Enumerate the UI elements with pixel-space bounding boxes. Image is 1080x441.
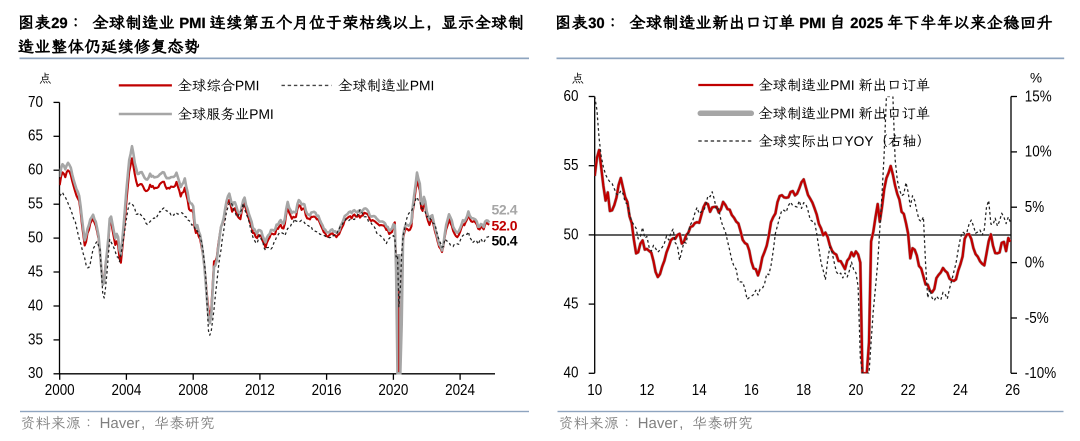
svg-text:2012: 2012 bbox=[245, 382, 275, 399]
svg-text:18: 18 bbox=[796, 382, 811, 399]
svg-text:50: 50 bbox=[564, 226, 579, 243]
svg-text:35: 35 bbox=[28, 331, 43, 348]
svg-text:15%: 15% bbox=[1025, 88, 1052, 105]
svg-text:60: 60 bbox=[564, 88, 579, 105]
svg-text:5%: 5% bbox=[1025, 199, 1044, 216]
svg-text:70: 70 bbox=[28, 94, 43, 111]
svg-text:-10%: -10% bbox=[1025, 365, 1056, 382]
svg-text:2008: 2008 bbox=[178, 382, 208, 399]
svg-text:2004: 2004 bbox=[111, 382, 141, 399]
svg-text:10%: 10% bbox=[1025, 144, 1052, 161]
svg-text:45: 45 bbox=[28, 263, 43, 280]
svg-text:24: 24 bbox=[953, 382, 968, 399]
svg-text:2000: 2000 bbox=[45, 382, 75, 399]
svg-text:40: 40 bbox=[28, 297, 43, 314]
svg-text:22: 22 bbox=[901, 382, 916, 399]
svg-text:14: 14 bbox=[692, 382, 707, 399]
svg-text:26: 26 bbox=[1005, 382, 1020, 399]
svg-text:65: 65 bbox=[28, 128, 43, 145]
svg-text:2020: 2020 bbox=[378, 382, 408, 399]
svg-text:30: 30 bbox=[28, 365, 43, 382]
svg-text:2024: 2024 bbox=[445, 382, 475, 399]
svg-text:40: 40 bbox=[564, 365, 579, 382]
svg-text:55: 55 bbox=[28, 196, 43, 213]
svg-text:52.0: 52.0 bbox=[492, 217, 518, 233]
svg-text:12: 12 bbox=[639, 382, 654, 399]
svg-text:45: 45 bbox=[564, 296, 579, 313]
svg-text:16: 16 bbox=[744, 382, 759, 399]
svg-text:10: 10 bbox=[587, 382, 602, 399]
svg-text:50: 50 bbox=[28, 230, 43, 247]
svg-text:55: 55 bbox=[564, 157, 579, 174]
svg-text:%: % bbox=[1030, 71, 1042, 86]
svg-text:0%: 0% bbox=[1025, 254, 1044, 271]
svg-text:20: 20 bbox=[848, 382, 863, 399]
svg-text:52.4: 52.4 bbox=[492, 201, 518, 217]
svg-text:50.4: 50.4 bbox=[492, 233, 518, 249]
svg-text:-5%: -5% bbox=[1025, 310, 1049, 327]
svg-text:60: 60 bbox=[28, 162, 43, 179]
svg-text:2016: 2016 bbox=[312, 382, 342, 399]
